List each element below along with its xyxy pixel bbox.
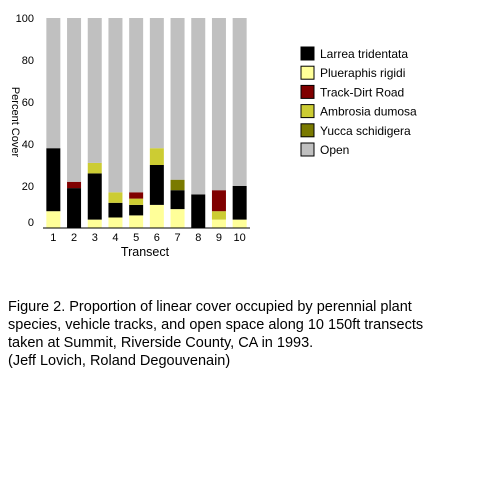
- bar-segment-open: [67, 18, 82, 182]
- bar-segment-ambrosia-dumosa: [211, 211, 226, 220]
- x-tick-label: 6: [154, 232, 160, 244]
- x-tick-label: 3: [92, 232, 98, 244]
- caption-line: Figure 2. Proportion of linear cover occ…: [8, 299, 412, 315]
- x-tick-label: 7: [174, 232, 180, 244]
- bar-segment-plueraphis-rigidi: [232, 219, 247, 228]
- x-tick-label: 8: [195, 232, 201, 244]
- bar-segment-larrea-tridentata: [108, 202, 123, 218]
- figure-caption: Figure 2. Proportion of linear cover occ…: [8, 298, 496, 370]
- caption-line: species, vehicle tracks, and open space …: [8, 317, 424, 333]
- bar-segment-larrea-tridentata: [232, 186, 247, 220]
- x-tick-label: 1: [50, 232, 56, 244]
- bar-segment-open: [191, 18, 206, 195]
- legend: Larrea tridentata Plueraphis rigidi Track-…: [300, 46, 417, 157]
- bar-segment-open: [211, 18, 226, 191]
- bar-segment-open: [149, 18, 164, 149]
- x-tick-label: 4: [112, 232, 118, 244]
- bar-segment-plueraphis-rigidi: [170, 209, 185, 228]
- bar-segment-larrea-tridentata: [129, 204, 144, 216]
- bar-segment-plueraphis-rigidi: [149, 204, 164, 228]
- x-axis-label: Transect: [121, 245, 170, 259]
- bar-segment-ambrosia-dumosa: [129, 198, 144, 205]
- y-tick-label: 20: [22, 181, 34, 193]
- bar-segment-larrea-tridentata: [191, 194, 206, 228]
- legend-swatch: [300, 142, 315, 157]
- bar-segment-open: [129, 18, 144, 193]
- bar-segment-open: [46, 18, 61, 149]
- legend-swatch: [300, 46, 315, 61]
- axes: 0 20 40 60 80 100 1 2 3 4 5 6 7 8 9 10: [16, 13, 250, 244]
- bar-segment-larrea-tridentata: [46, 148, 61, 212]
- legend-label: Plueraphis rigidi: [320, 66, 405, 80]
- stacked-bar-chart: 0 20 40 60 80 100 1 2 3 4 5 6 7 8 9 10 Larrea tridentat…: [9, 13, 417, 259]
- legend-swatch: [300, 65, 315, 80]
- y-tick-label: 0: [28, 217, 34, 229]
- x-tick-label: 9: [216, 232, 222, 244]
- legend-swatch: [300, 123, 315, 138]
- legend-swatch: [300, 104, 315, 119]
- bar-segment-track-dirt-road: [211, 190, 226, 212]
- legend-label: Larrea tridentata: [320, 47, 408, 61]
- legend-label: Yucca schidigera: [320, 124, 411, 138]
- bar-series: [46, 18, 247, 228]
- bar-segment-plueraphis-rigidi: [129, 215, 144, 228]
- y-tick-label: 60: [22, 97, 34, 109]
- bar-segment-plueraphis-rigidi: [108, 217, 123, 228]
- bar-segment-open: [170, 18, 185, 180]
- bar-segment-ambrosia-dumosa: [108, 192, 123, 203]
- y-tick-label: 40: [22, 139, 34, 151]
- bar-segment-plueraphis-rigidi: [46, 211, 61, 228]
- bar-segment-plueraphis-rigidi: [87, 219, 102, 228]
- caption-line: (Jeff Lovich, Roland Degouvenain): [8, 353, 231, 369]
- legend-label: Open: [320, 143, 349, 157]
- bar-segment-ambrosia-dumosa: [87, 162, 102, 174]
- bar-segment-larrea-tridentata: [87, 173, 102, 220]
- bar-segment-open: [87, 18, 102, 163]
- x-tick-label: 2: [71, 232, 77, 244]
- legend-swatch: [300, 84, 315, 99]
- y-axis-label: Percent Cover: [9, 87, 21, 158]
- y-tick-label: 80: [22, 55, 34, 67]
- bar-segment-track-dirt-road: [129, 192, 144, 199]
- bar-segment-larrea-tridentata: [170, 190, 185, 210]
- y-tick-label: 100: [16, 13, 34, 25]
- bar-segment-track-dirt-road: [67, 181, 82, 189]
- bar-segment-ambrosia-dumosa: [149, 148, 164, 165]
- bar-segment-yucca-schidigera: [170, 179, 185, 191]
- bar-segment-open: [108, 18, 123, 193]
- legend-label: Track-Dirt Road: [320, 85, 404, 99]
- x-tick-label: 10: [234, 232, 246, 244]
- x-tick-label: 5: [133, 232, 139, 244]
- bar-segment-larrea-tridentata: [67, 188, 82, 228]
- bar-segment-plueraphis-rigidi: [211, 219, 226, 228]
- caption-line: taken at Summit, Riverside County, CA in…: [8, 335, 314, 351]
- legend-label: Ambrosia dumosa: [320, 105, 417, 119]
- bar-segment-open: [232, 18, 247, 186]
- bar-segment-larrea-tridentata: [149, 165, 164, 205]
